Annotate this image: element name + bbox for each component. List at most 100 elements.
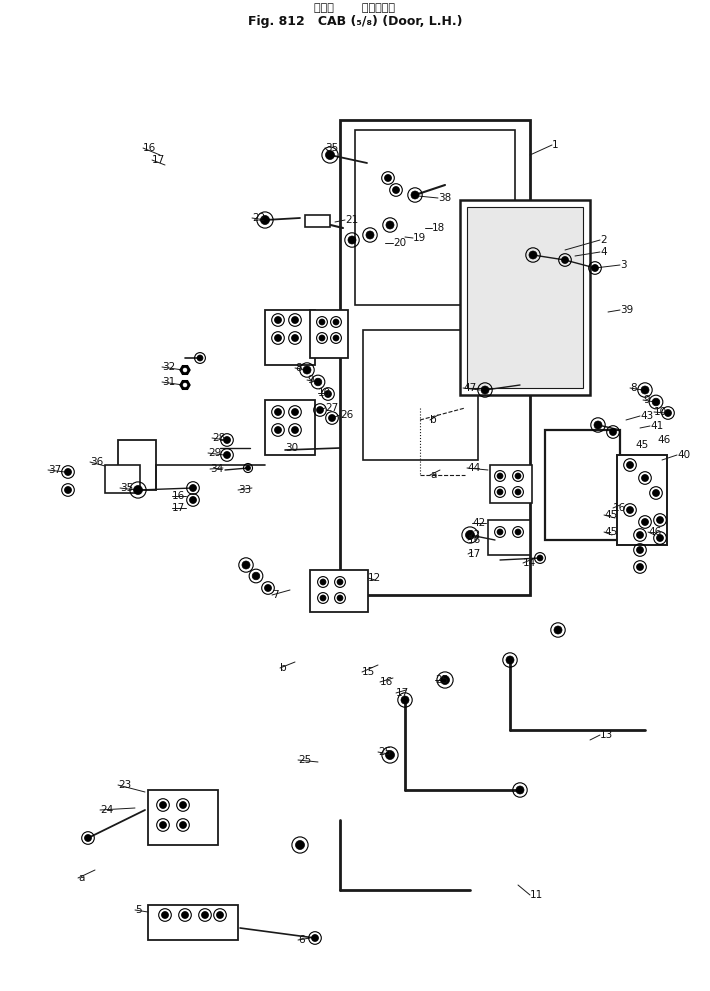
Circle shape (636, 546, 643, 554)
Circle shape (516, 786, 524, 794)
Text: 6: 6 (298, 935, 305, 945)
Circle shape (386, 750, 395, 759)
Text: キャブ        ドアー一左: キャブ ドアー一左 (315, 3, 395, 13)
Text: 16: 16 (380, 677, 393, 687)
Text: 45: 45 (604, 510, 617, 520)
Circle shape (202, 912, 209, 919)
Text: 16: 16 (468, 535, 481, 545)
Circle shape (183, 368, 187, 372)
Bar (340, 120, 530, 595)
Bar (305, 215, 330, 227)
Text: 25: 25 (435, 675, 448, 685)
Text: 46: 46 (648, 527, 661, 537)
Text: 30: 30 (285, 443, 298, 453)
Circle shape (275, 335, 281, 342)
Circle shape (292, 408, 298, 415)
Circle shape (183, 383, 187, 387)
Circle shape (333, 335, 339, 341)
Circle shape (133, 486, 143, 495)
Circle shape (385, 174, 391, 181)
Text: 1: 1 (552, 140, 559, 150)
Circle shape (393, 186, 400, 193)
Text: 27: 27 (325, 403, 338, 413)
Circle shape (317, 406, 324, 413)
Bar (488, 520, 530, 555)
Circle shape (84, 834, 92, 841)
Circle shape (497, 489, 503, 495)
Circle shape (292, 316, 298, 323)
Circle shape (319, 319, 325, 325)
Text: 15: 15 (362, 667, 376, 677)
Text: 45: 45 (635, 440, 648, 450)
Circle shape (591, 265, 599, 272)
Text: 13: 13 (600, 730, 613, 740)
Text: 47: 47 (463, 383, 476, 393)
Text: 5: 5 (135, 905, 141, 915)
Circle shape (562, 257, 569, 264)
Text: 42: 42 (472, 518, 485, 528)
Text: 17: 17 (152, 155, 165, 165)
Text: 23: 23 (118, 780, 131, 790)
Bar (460, 200, 590, 395)
Text: 32: 32 (162, 362, 175, 372)
Circle shape (275, 316, 281, 323)
Text: 10: 10 (654, 407, 667, 417)
Circle shape (348, 236, 356, 244)
Circle shape (224, 452, 231, 459)
Text: 16: 16 (143, 143, 156, 153)
Circle shape (636, 564, 643, 571)
Circle shape (333, 319, 339, 325)
Circle shape (160, 802, 167, 809)
Circle shape (180, 822, 187, 828)
Circle shape (497, 529, 503, 535)
Circle shape (312, 935, 319, 941)
Text: 16: 16 (613, 503, 626, 513)
Text: 36: 36 (90, 457, 103, 467)
Circle shape (261, 215, 270, 225)
Text: 37: 37 (48, 465, 61, 475)
Text: 9: 9 (643, 395, 650, 405)
Bar (617, 455, 667, 545)
Circle shape (665, 409, 672, 416)
Circle shape (292, 335, 298, 342)
Circle shape (275, 408, 281, 415)
Text: 34: 34 (210, 464, 223, 474)
Circle shape (324, 390, 332, 397)
Bar (310, 310, 348, 358)
Text: 7: 7 (272, 590, 278, 600)
Bar (265, 310, 315, 365)
Circle shape (481, 386, 489, 394)
Text: 10: 10 (318, 388, 331, 398)
Circle shape (440, 676, 449, 685)
Circle shape (657, 516, 664, 523)
Circle shape (65, 469, 72, 476)
Circle shape (506, 656, 514, 664)
Circle shape (466, 530, 474, 539)
Circle shape (386, 221, 394, 229)
Bar (363, 330, 478, 460)
Text: 45: 45 (604, 527, 617, 537)
Text: 19: 19 (413, 233, 426, 243)
Text: 25: 25 (298, 755, 311, 765)
Circle shape (401, 696, 409, 704)
Bar (265, 400, 315, 455)
Circle shape (197, 355, 203, 361)
Circle shape (246, 466, 251, 471)
Circle shape (657, 534, 664, 541)
Text: 41: 41 (650, 421, 663, 431)
Circle shape (292, 426, 298, 433)
Circle shape (320, 579, 326, 585)
Text: 39: 39 (620, 305, 633, 315)
Circle shape (190, 485, 197, 492)
Text: 11: 11 (530, 890, 543, 900)
Circle shape (315, 379, 322, 385)
Circle shape (217, 912, 224, 919)
Text: 16: 16 (172, 491, 185, 501)
Circle shape (182, 912, 188, 919)
Text: 8: 8 (295, 363, 302, 373)
Circle shape (411, 191, 419, 199)
Circle shape (642, 518, 648, 525)
Circle shape (515, 529, 521, 535)
Circle shape (242, 561, 250, 569)
Text: 28: 28 (212, 433, 225, 443)
